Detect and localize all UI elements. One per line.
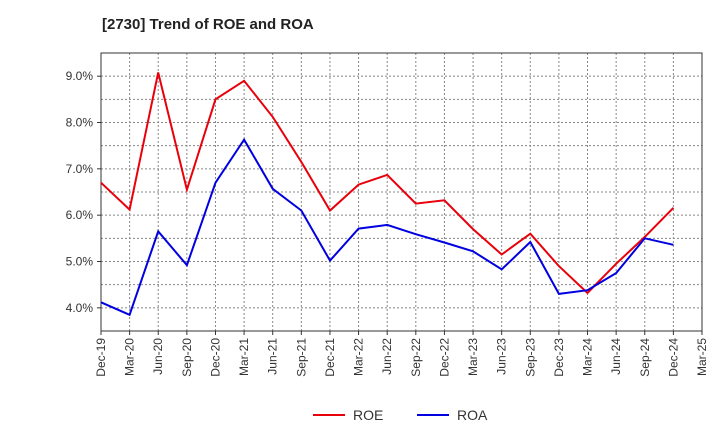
x-tick-label: Mar-24 [581, 338, 595, 376]
y-tick-label: 7.0% [66, 162, 94, 176]
x-tick-label: Sep-20 [180, 338, 194, 377]
series-line-roe [100, 72, 675, 295]
x-tick-label: Mar-25 [695, 338, 709, 376]
y-tick-label: 4.0% [66, 301, 94, 315]
x-tick-label: Jun-22 [380, 338, 394, 375]
x-tick-label: Mar-20 [123, 338, 137, 376]
x-tick-label: Mar-22 [352, 338, 366, 376]
y-tick-label: 8.0% [66, 116, 94, 130]
y-tick-label: 5.0% [66, 255, 94, 269]
x-tick-label: Sep-21 [294, 338, 308, 377]
x-tick-label: Sep-23 [523, 338, 537, 377]
legend-label-roa: ROA [457, 407, 488, 423]
x-tick-label: Jun-24 [609, 338, 623, 375]
chart-title: [2730] Trend of ROE and ROA [102, 16, 314, 33]
y-tick-label: 9.0% [66, 69, 94, 83]
x-tick-label: Dec-19 [94, 338, 108, 377]
x-tick-label: Mar-23 [466, 338, 480, 376]
plot-border [100, 52, 703, 332]
x-tick-label: Sep-24 [638, 338, 652, 377]
x-tick-label: Dec-21 [323, 338, 337, 377]
series-line-roa [100, 137, 674, 317]
x-tick-label: Dec-20 [208, 338, 222, 377]
x-tick-label: Jun-21 [266, 338, 280, 375]
x-tick-label: Mar-21 [237, 338, 251, 376]
x-tick-label: Dec-22 [437, 338, 451, 377]
x-tick-label: Jun-23 [495, 338, 509, 375]
x-tick-label: Jun-20 [151, 338, 165, 375]
y-tick-label: 6.0% [66, 208, 94, 222]
x-tick-label: Sep-22 [409, 338, 423, 377]
x-tick-label: Dec-24 [666, 338, 680, 377]
legend-label-roe: ROE [353, 407, 383, 423]
x-tick-label: Dec-23 [552, 338, 566, 377]
